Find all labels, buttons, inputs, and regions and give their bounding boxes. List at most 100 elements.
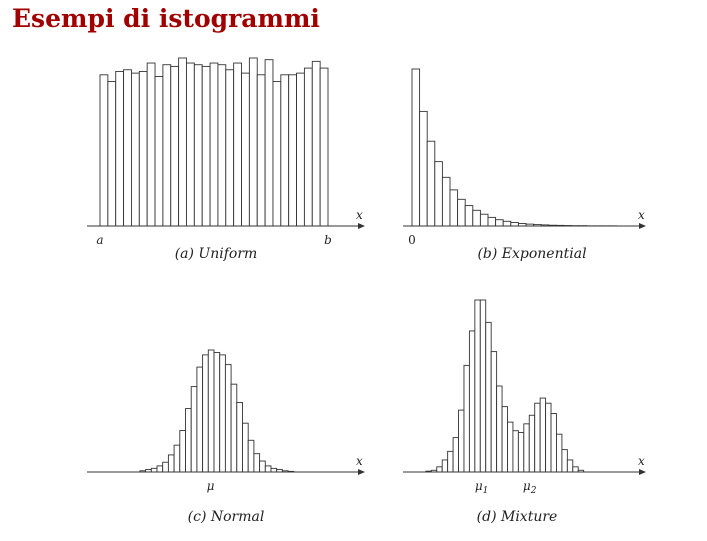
x-axis-label: x <box>356 208 363 222</box>
histogram-bar <box>523 423 530 473</box>
histogram-bar <box>242 422 249 473</box>
histogram-bar <box>162 64 172 227</box>
histogram-bar <box>487 216 497 227</box>
histogram-bar <box>501 406 508 473</box>
histogram-bar <box>186 62 195 227</box>
histogram-bar <box>495 219 504 227</box>
histogram-bar <box>452 437 459 473</box>
histogram-bar <box>185 408 192 473</box>
histogram-bar <box>411 68 421 227</box>
histogram-bar <box>248 57 258 227</box>
histogram-bar <box>550 413 557 473</box>
histogram-bar <box>434 161 443 227</box>
histogram-bar <box>468 330 476 473</box>
histogram-bar <box>107 81 117 227</box>
histogram-bar <box>225 69 235 227</box>
histogram-bar <box>270 467 278 473</box>
histogram-bar <box>123 69 132 227</box>
tick-label: 0 <box>408 233 416 247</box>
histogram-bar <box>457 198 466 227</box>
histogram-panel-3: x μ (c) Normal <box>87 349 365 525</box>
histogram-bar <box>170 65 180 227</box>
histogram-bar <box>201 65 211 227</box>
panel-caption: (b) Exponential <box>477 246 586 262</box>
histogram-bar <box>463 364 470 473</box>
histogram-bar <box>572 466 579 473</box>
histogram-bar <box>311 60 321 227</box>
tick-label: μ2 <box>523 479 537 496</box>
histogram-bar <box>419 110 428 227</box>
histogram-bar <box>256 74 266 227</box>
panel-caption: (c) Normal <box>188 509 265 525</box>
x-axis-arrow <box>639 469 646 475</box>
histogram-bar <box>512 430 519 473</box>
histogram-bar <box>264 59 274 227</box>
tick-label: a <box>96 233 103 247</box>
histogram-bar <box>517 431 525 473</box>
x-axis-label: x <box>356 454 363 468</box>
histogram-bar <box>224 364 232 473</box>
histogram-bar <box>259 460 266 473</box>
histogram-bar <box>167 454 175 473</box>
histogram-bar <box>507 421 514 473</box>
histogram-bar <box>288 74 298 227</box>
histogram-bar <box>219 354 226 473</box>
histogram-bar <box>162 461 169 473</box>
histogram-bar <box>545 402 552 473</box>
histogram-bar <box>479 213 489 227</box>
x-axis-arrow <box>639 223 646 229</box>
x-axis-label: x <box>638 208 645 222</box>
histogram-bar <box>447 450 454 473</box>
histogram-bar <box>528 414 536 473</box>
x-axis-label: x <box>638 454 645 468</box>
histogram-bar <box>272 81 282 227</box>
histogram-bar <box>146 62 156 227</box>
histogram-bar <box>247 439 255 473</box>
histogram-bar <box>253 453 261 473</box>
histogram-bar <box>213 351 221 473</box>
histogram-bar <box>190 386 198 473</box>
histogram-bar <box>202 354 209 473</box>
histogram-bar <box>236 402 243 473</box>
histogram-bar <box>319 67 329 227</box>
histogram-bar <box>209 62 219 227</box>
histogram-bar <box>458 409 465 473</box>
histogram-panel-1: x a b (a) Uniform <box>87 57 365 262</box>
histogram-bar <box>441 176 451 227</box>
histogram-bar <box>115 70 125 227</box>
histogram-bar <box>474 299 481 473</box>
histogram-bar <box>217 64 227 227</box>
histogram-bar <box>178 57 187 227</box>
tick-label: μ <box>207 479 215 493</box>
histogram-bar <box>264 465 272 473</box>
page-title: Esempi di istogrammi <box>12 4 320 33</box>
histogram-bar <box>230 383 238 473</box>
histogram-bar <box>436 466 443 473</box>
panel-caption: (a) Uniform <box>175 246 258 262</box>
histogram-bar <box>556 433 563 473</box>
histogram-bar <box>496 385 503 473</box>
histogram-bar <box>233 62 242 227</box>
histogram-bar <box>485 321 492 473</box>
histogram-bar <box>196 366 204 473</box>
histogram-bar <box>130 72 140 227</box>
histogram-bar <box>241 72 250 227</box>
histogram-bar <box>173 444 181 473</box>
histogram-panel-2: x 0 (b) Exponential <box>403 68 646 262</box>
histogram-bar <box>426 140 436 227</box>
histogram-bar <box>502 220 512 227</box>
histogram-bar <box>280 74 290 227</box>
x-axis-arrow <box>358 469 365 475</box>
tick-label: μ1 <box>475 479 489 496</box>
histogram-bar <box>150 467 158 473</box>
histogram-bar <box>207 349 215 473</box>
histogram-bar <box>479 299 487 473</box>
histogram-panel-4: x μ1 μ2 (d) Mixture <box>403 299 646 525</box>
panel-caption: (d) Mixture <box>477 509 558 525</box>
histogram-bar <box>539 397 547 473</box>
histogram-bar <box>534 402 541 473</box>
histogram-bar <box>510 222 519 227</box>
histogram-bar <box>303 67 313 227</box>
histogram-bar <box>296 72 305 227</box>
